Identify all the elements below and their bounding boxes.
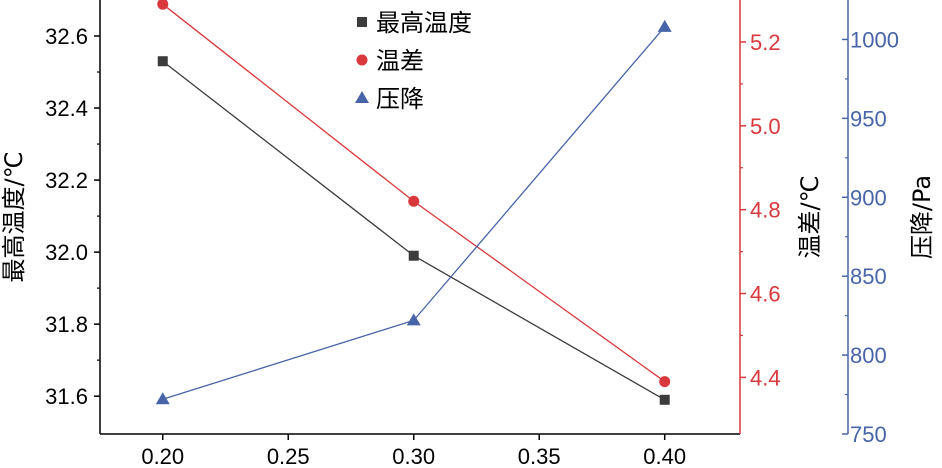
right2-tick-label: 800 — [850, 343, 887, 368]
data-point — [657, 19, 672, 32]
data-point — [157, 0, 169, 10]
right2-tick-label: 850 — [850, 264, 887, 289]
data-point — [157, 56, 168, 67]
right2-axis-title: 压降/Pa — [908, 175, 936, 259]
right1-tick-label: 4.8 — [750, 198, 781, 223]
x-tick-label: 0.30 — [392, 444, 435, 468]
x-tick-label: 0.40 — [643, 444, 686, 468]
data-point — [406, 313, 421, 326]
right1-tick-label: 5.2 — [750, 30, 781, 55]
right1-tick-label: 4.4 — [750, 365, 781, 390]
right2-tick-label: 900 — [850, 185, 887, 210]
right2-tick-label: 750 — [850, 422, 887, 447]
right2-tick-label: 1000 — [850, 27, 899, 52]
x-tick-label: 0.20 — [141, 444, 184, 468]
series-line — [162, 26, 666, 400]
x-tick-label: 0.25 — [267, 444, 310, 468]
left-tick-label: 32.0 — [45, 240, 88, 265]
legend-label: 温差 — [376, 47, 424, 75]
series-2 — [157, 0, 671, 388]
legend-entry: 温差 — [356, 47, 424, 75]
left-axis-title: 最高温度/℃ — [0, 151, 28, 282]
legend-entry: 最高温度 — [357, 9, 472, 37]
left-tick-label: 32.6 — [45, 24, 88, 49]
legend-label: 压降 — [376, 85, 424, 113]
data-point — [659, 394, 670, 405]
data-point — [659, 376, 671, 388]
legend-marker — [356, 54, 368, 66]
series-1 — [157, 56, 670, 405]
left-tick-label: 32.4 — [45, 96, 88, 121]
legend-entry: 压降 — [355, 85, 424, 113]
legend-marker — [355, 91, 369, 103]
legend-marker — [357, 17, 367, 27]
left-tick-label: 31.6 — [45, 384, 88, 409]
legend-label: 最高温度 — [376, 9, 472, 37]
right1-axis-title: 温差/℃ — [796, 175, 824, 258]
series-layer — [155, 0, 672, 405]
x-tick-label: 0.35 — [518, 444, 561, 468]
left-tick-label: 32.2 — [45, 168, 88, 193]
right1-tick-label: 5.0 — [750, 114, 781, 139]
right2-tick-label: 950 — [850, 106, 887, 131]
left-tick-label: 31.8 — [45, 312, 88, 337]
series-3 — [155, 19, 672, 405]
plot-frame — [99, 0, 849, 435]
data-point — [408, 250, 419, 261]
data-point — [408, 195, 420, 207]
data-point — [155, 392, 170, 405]
axes: 0.20 0.25 0.30 0.35 0.40 31.6 31.8 32.0 32.2 32.4… — [0, 24, 936, 468]
right1-tick-label: 4.6 — [750, 282, 781, 307]
